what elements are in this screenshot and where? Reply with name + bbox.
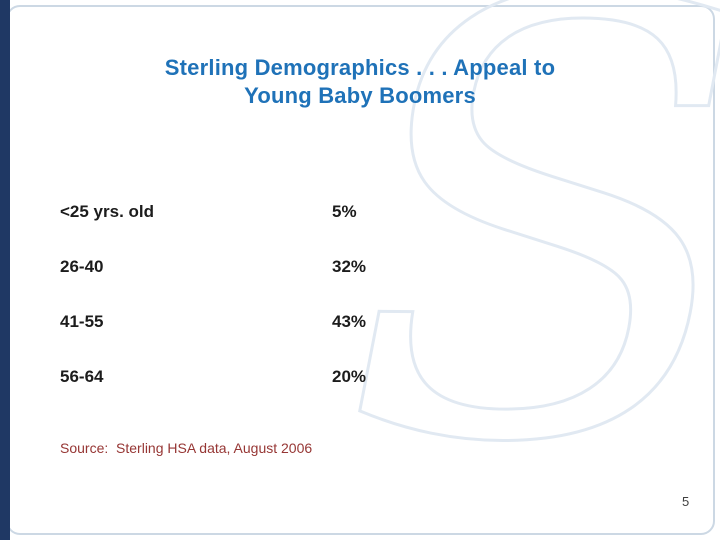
table-row: 41-55 43%	[60, 312, 366, 332]
row-value: 5%	[332, 202, 357, 221]
row-label: <25 yrs. old	[60, 202, 155, 221]
slide-title: Sterling Demographics . . . Appeal to Yo…	[0, 54, 720, 110]
table-row: 26-40 32%	[60, 257, 366, 277]
title-line-1: Sterling Demographics . . . Appeal to	[164, 55, 556, 80]
row-label: 26-40	[60, 257, 104, 276]
row-label: 41-55	[60, 312, 104, 331]
table-row: 56-64 20%	[60, 367, 366, 387]
left-accent-bar	[0, 0, 10, 540]
row-value: 43%	[332, 312, 367, 331]
row-value: 20%	[332, 367, 367, 386]
page-number: 5	[682, 494, 690, 509]
row-value: 32%	[332, 257, 367, 276]
title-line-2: Young Baby Boomers	[244, 83, 476, 108]
row-label: 56-64	[60, 367, 104, 386]
table-row: <25 yrs. old 5%	[60, 202, 366, 222]
source-note: Source: Sterling HSA data, August 2006	[60, 440, 313, 456]
demographics-table: <25 yrs. old 5% 26-40 32% 41-55 43% 56-6…	[60, 202, 366, 422]
